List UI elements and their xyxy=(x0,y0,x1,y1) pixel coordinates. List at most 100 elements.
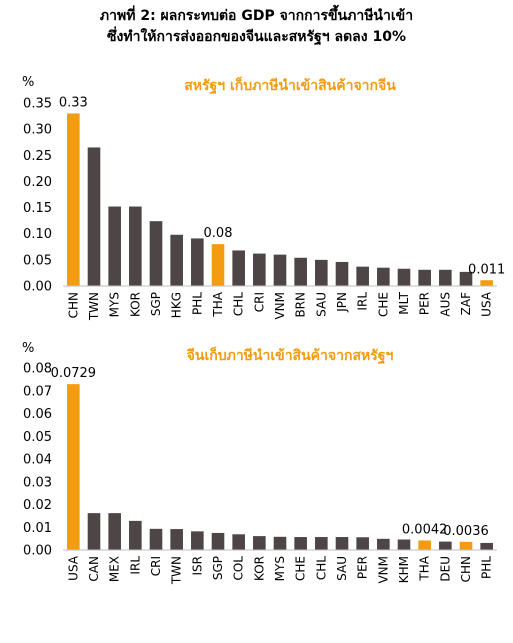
bar-brn xyxy=(294,257,307,286)
bar-tha xyxy=(418,540,431,550)
x-tick-label: MYS xyxy=(273,556,287,581)
x-tick-label: CHN xyxy=(459,556,473,582)
chart-subtitle: จีนเก็บภาษีนำเข้าสินค้าจากสหรัฐฯ xyxy=(186,346,394,365)
x-tick-label: DEU xyxy=(438,556,452,582)
bar-khm xyxy=(397,539,411,550)
x-tick-label: ISR xyxy=(190,556,204,576)
bar-twn xyxy=(87,147,101,286)
x-tick-label: CHL xyxy=(314,556,328,580)
chart-panel-us-tariff: % สหรัฐฯ เก็บภาษีนำเข้าสินค้าจากจีน 0.00 0.… xyxy=(22,75,505,321)
data-label-chn: 0.33 xyxy=(59,95,88,110)
bar-per xyxy=(356,537,369,550)
x-tick-label: MLT xyxy=(397,291,411,314)
bar-sgp xyxy=(211,532,225,550)
bar-twn xyxy=(170,529,183,550)
bar-chl xyxy=(315,537,328,550)
bar-can xyxy=(87,513,101,550)
bar-mlt xyxy=(397,268,411,286)
data-label-usa: 0.011 xyxy=(468,262,505,277)
bar-usa xyxy=(67,384,80,550)
x-tick-label: CRI xyxy=(149,556,163,576)
bar-mex xyxy=(108,513,121,550)
x-tick-label: USA xyxy=(66,555,80,581)
y-tick-label: 0.25 xyxy=(23,149,52,164)
x-tick-label: SAU xyxy=(314,292,328,317)
y-tick-label: 0.02 xyxy=(23,498,52,513)
x-tick-label: THA xyxy=(211,291,225,317)
bar-che xyxy=(377,267,390,286)
bar-sau xyxy=(315,259,328,286)
x-tick-label: IRL xyxy=(356,292,370,311)
y-tick-label: 0.10 xyxy=(23,227,52,242)
x-tick-label: KOR xyxy=(128,292,142,317)
x-tick-label: IRL xyxy=(128,556,142,575)
y-tick-label: 0.07 xyxy=(23,384,52,399)
x-tick-label: SGP xyxy=(149,292,163,316)
x-tick-label: MYS xyxy=(108,292,122,317)
x-tick-label: BRN xyxy=(294,292,308,318)
bar-per xyxy=(418,269,431,286)
bar-hkg xyxy=(170,234,183,286)
y-axis-unit-label: % xyxy=(22,341,34,356)
bar-irl xyxy=(129,520,142,550)
bar-sau xyxy=(335,537,349,550)
bar-col xyxy=(232,534,245,550)
x-tick-label: PER xyxy=(418,292,432,315)
x-tick-label: VNM xyxy=(376,556,390,584)
x-tick-label: KOR xyxy=(252,556,266,581)
bar-vnm xyxy=(273,254,287,286)
data-label-tha: 0.08 xyxy=(204,226,233,241)
x-tick-label: COL xyxy=(232,556,246,581)
bar-cri xyxy=(149,528,163,550)
x-tick-label: CAN xyxy=(87,556,101,582)
x-tick-label: TWN xyxy=(87,292,101,321)
y-tick-label: 0.06 xyxy=(23,407,52,422)
bar-kor xyxy=(253,536,266,550)
bar-chl xyxy=(232,250,245,286)
x-tick-label: PER xyxy=(356,556,370,579)
x-tick-label: CHE xyxy=(294,556,308,581)
x-tick-label: HKG xyxy=(170,292,184,318)
bar-mys xyxy=(273,536,287,550)
bar-chn xyxy=(67,113,80,287)
bar-sgp xyxy=(149,221,163,286)
y-tick-label: 0.00 xyxy=(23,544,52,559)
y-tick-label: 0.00 xyxy=(23,280,52,295)
bar-usa xyxy=(480,280,493,286)
bar-che xyxy=(294,537,307,550)
figure-title-line-2: ซึ่งทำให้การส่งออกของจีนและสหรัฐฯ ลดลง 1… xyxy=(107,29,406,45)
y-tick-label: 0.20 xyxy=(23,175,52,190)
x-tick-label: CHN xyxy=(66,292,80,318)
x-tick-label: THA xyxy=(418,555,432,581)
y-tick-label: 0.15 xyxy=(23,201,52,216)
bar-zaf xyxy=(459,271,473,286)
x-tick-label: KHM xyxy=(397,556,411,583)
y-tick-label: 0.05 xyxy=(23,253,52,268)
x-tick-label: MEX xyxy=(108,556,122,582)
bar-phl xyxy=(191,238,204,286)
x-tick-label: JPN xyxy=(335,292,349,313)
data-label-chn: 0.0036 xyxy=(443,524,489,539)
bar-cri xyxy=(253,253,266,286)
x-tick-label: USA xyxy=(480,291,494,317)
figure-title-line-1: ภาพที่ 2: ผลกระทบต่อ GDP จากการขึ้นภาษีน… xyxy=(99,8,414,24)
x-tick-label: CHE xyxy=(376,292,390,317)
x-tick-label: AUS xyxy=(438,292,452,317)
bar-mys xyxy=(108,206,121,286)
y-tick-label: 0.01 xyxy=(23,521,52,536)
y-tick-label: 0.04 xyxy=(23,453,52,468)
x-tick-label: ZAF xyxy=(459,292,473,315)
x-tick-label: PHL xyxy=(480,556,494,579)
chart-panel-china-tariff: % จีนเก็บภาษีนำเข้าสินค้าจากสหรัฐฯ 0.00 0.0… xyxy=(22,341,497,585)
x-tick-label: PHL xyxy=(190,292,204,315)
bar-irl xyxy=(356,266,369,286)
x-tick-label: TWN xyxy=(170,556,184,585)
y-tick-label: 0.03 xyxy=(23,475,52,490)
bar-vnm xyxy=(377,538,390,550)
y-tick-label: 0.05 xyxy=(23,430,52,445)
x-tick-label: SAU xyxy=(335,556,349,581)
y-tick-label: 0.30 xyxy=(23,123,52,138)
bar-aus xyxy=(439,269,452,286)
bar-tha xyxy=(211,244,225,286)
